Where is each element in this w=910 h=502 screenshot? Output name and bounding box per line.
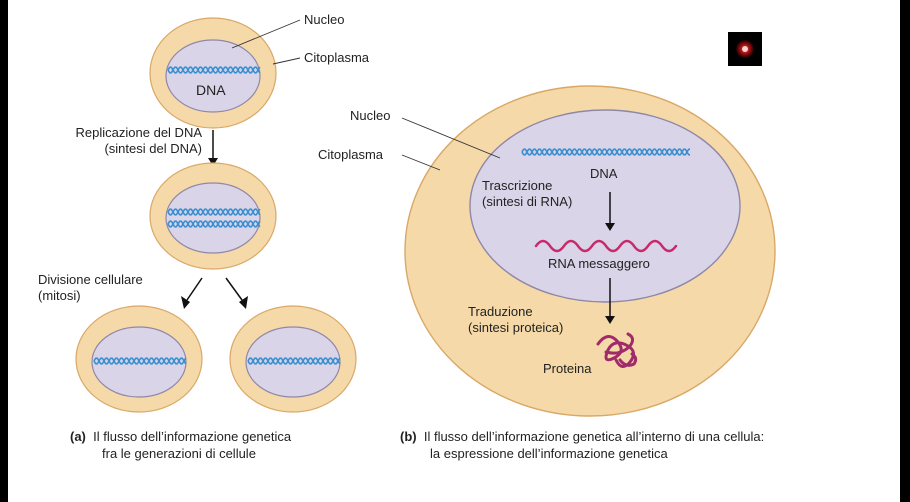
mrna-strand — [534, 239, 678, 253]
label-nucleo-a: Nucleo — [304, 12, 345, 27]
caption-b-letter: (b) — [400, 429, 417, 444]
record-dot-icon — [728, 32, 762, 66]
leader-nucleo-b — [401, 117, 501, 159]
caption-a-letter: (a) — [70, 429, 86, 444]
cell-a-replicated — [149, 162, 277, 270]
label-transcription: Trascrizione (sintesi di RNA) — [482, 178, 572, 210]
dna-helix-strand — [247, 357, 341, 365]
arrow-replication — [208, 130, 218, 166]
protein-icon — [596, 332, 638, 368]
arrow-translation — [605, 278, 615, 324]
arrow-division-right — [225, 277, 248, 309]
dna-strand-b — [521, 148, 690, 156]
dna-strand-a-replicated-2 — [167, 220, 261, 228]
dna-strand-a-daughter-right — [247, 357, 341, 365]
caption-b-line1: Il flusso dell’informazione genetica all… — [423, 429, 765, 444]
label-transcription-line1: Trascrizione — [482, 178, 553, 193]
dna-helix-strand — [167, 220, 261, 228]
dna-strand-a-daughter-left — [93, 357, 187, 365]
caption-a-line1: Il flusso dell’informazione genetica — [93, 429, 292, 444]
dna-helix-strand — [167, 66, 261, 74]
label-nucleo-b: Nucleo — [350, 108, 391, 123]
caption-a-line2: fra le generazioni di cellule — [102, 446, 256, 461]
label-division: Divisione cellulare (mitosi) — [38, 272, 143, 304]
dna-strand-a-replicated-1 — [167, 208, 261, 216]
label-transcription-line2: (sintesi di RNA) — [482, 194, 573, 209]
label-translation-line2: (sintesi proteica) — [468, 320, 564, 335]
label-replication-line2: (sintesi del DNA) — [104, 141, 202, 156]
label-translation: Traduzione (sintesi proteica) — [468, 304, 563, 336]
label-replication: Replicazione del DNA (sintesi del DNA) — [42, 125, 202, 157]
dna-strand-a-parent — [167, 66, 261, 74]
dna-helix-strand — [93, 357, 187, 365]
dna-helix-strand — [521, 148, 690, 156]
label-dna-a: DNA — [196, 82, 226, 98]
leader-citoplasma-b — [401, 154, 441, 171]
label-citoplasma-a: Citoplasma — [304, 50, 370, 65]
caption-a: (a) Il flusso dell’informazione genetica… — [70, 428, 291, 462]
label-division-line2: (mitosi) — [38, 288, 81, 303]
label-protein: Proteina — [543, 361, 592, 376]
label-translation-line1: Traduzione — [468, 304, 533, 319]
label-division-line1: Divisione cellulare — [38, 272, 143, 287]
label-dna-b: DNA — [590, 166, 618, 181]
leader-nucleo-a — [231, 19, 301, 49]
cell-b — [404, 85, 776, 417]
caption-b: (b) Il flusso dell’informazione genetica… — [400, 428, 764, 462]
caption-b-line2: la espressione dell’informazione genetic… — [430, 446, 668, 461]
leader-citoplasma-a — [272, 57, 301, 65]
label-citoplasma-b: Citoplasma — [318, 147, 384, 162]
label-replication-line1: Replicazione del DNA — [75, 125, 202, 140]
arrow-division-left — [181, 277, 203, 309]
arrow-transcription — [605, 192, 615, 231]
label-mrna: RNA messaggero — [548, 256, 650, 271]
cell-a-parent — [149, 17, 277, 129]
dna-helix-strand — [167, 208, 261, 216]
